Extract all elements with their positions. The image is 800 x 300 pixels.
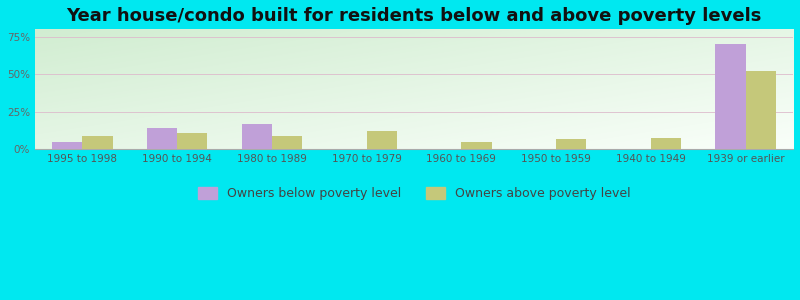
Bar [177, 133, 207, 149]
Bar [715, 44, 746, 149]
Bar [462, 142, 492, 149]
Bar [242, 124, 272, 149]
Bar [146, 128, 177, 149]
Bar [556, 139, 586, 149]
Bar [272, 136, 302, 149]
Title: Year house/condo built for residents below and above poverty levels: Year house/condo built for residents bel… [66, 7, 762, 25]
Legend: Owners below poverty level, Owners above poverty level: Owners below poverty level, Owners above… [193, 182, 635, 205]
Bar [651, 138, 681, 149]
Bar [746, 71, 776, 149]
Bar [366, 131, 397, 149]
Bar [82, 136, 113, 149]
Bar [52, 142, 82, 149]
